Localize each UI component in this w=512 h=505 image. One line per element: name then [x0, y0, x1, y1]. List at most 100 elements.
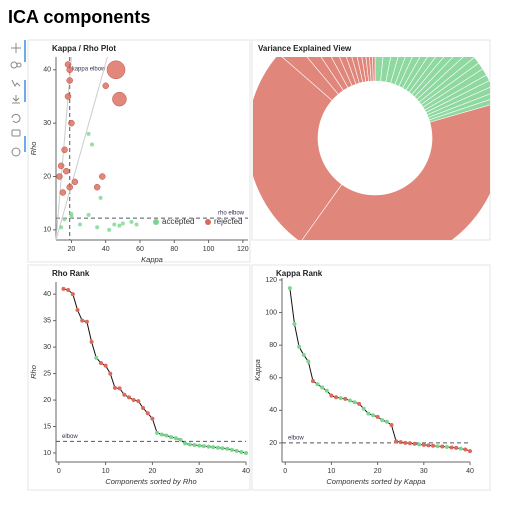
y-axis-label: Rho [29, 365, 38, 379]
point [66, 287, 71, 292]
slice [301, 104, 490, 240]
point [112, 91, 127, 107]
point [187, 442, 192, 447]
point [66, 183, 73, 191]
toolbar [10, 40, 26, 157]
x-axis-label: Kappa [141, 255, 163, 264]
point [183, 441, 188, 446]
guide-line [55, 56, 108, 241]
help-tool[interactable] [11, 147, 21, 157]
legend-swatch [153, 219, 159, 225]
point [68, 119, 75, 127]
point [61, 146, 68, 154]
y-axis-label: Kappa [253, 359, 262, 381]
zoom-tool[interactable] [16, 62, 22, 68]
point [106, 60, 126, 80]
point [229, 447, 234, 452]
point [398, 440, 403, 445]
point [57, 162, 65, 170]
point [454, 445, 459, 450]
point [361, 406, 366, 411]
save-tool[interactable] [12, 95, 20, 104]
point [112, 385, 117, 390]
point [347, 398, 352, 403]
point [84, 319, 89, 324]
point [334, 395, 339, 400]
point [234, 448, 239, 453]
point [141, 406, 146, 410]
x-tick-label: 60 [136, 246, 144, 253]
point [435, 444, 440, 449]
x-tick-label: 10 [328, 468, 336, 475]
point [62, 217, 67, 222]
x-tick-label: 40 [466, 468, 474, 475]
point [59, 189, 67, 196]
point [310, 379, 315, 384]
point [108, 371, 113, 376]
panel-frame [251, 264, 491, 491]
y-tick-label: 10 [43, 227, 51, 234]
point [117, 223, 122, 228]
point [164, 433, 169, 438]
pan-tool[interactable] [11, 43, 21, 53]
point [93, 183, 101, 191]
legend-label: accepted [162, 217, 194, 226]
y-tick-label: 40 [43, 67, 51, 74]
point [99, 173, 106, 180]
point [468, 449, 472, 454]
panel-frame [27, 39, 251, 263]
y-tick-label: 25 [43, 370, 51, 377]
x-tick-label: 30 [420, 468, 428, 475]
point [169, 435, 174, 440]
elbow-label: elbow [288, 436, 304, 442]
point [134, 222, 139, 227]
point [159, 432, 164, 437]
point [320, 385, 325, 390]
x-tick-label: 30 [195, 468, 203, 475]
point [69, 211, 74, 216]
point [89, 339, 94, 344]
x-tick-label: 40 [242, 468, 250, 475]
point [66, 77, 73, 84]
tap-tool[interactable] [11, 79, 21, 87]
point [98, 195, 103, 200]
x-tick-label: 120 [237, 246, 249, 253]
y-tick-label: 40 [269, 407, 277, 414]
point [90, 142, 94, 147]
y-tick-label: 20 [43, 173, 51, 180]
point [78, 222, 82, 227]
point [338, 396, 343, 401]
point [444, 445, 449, 450]
chart-title: Variance Explained View [258, 44, 352, 53]
point [287, 286, 292, 291]
point [120, 221, 125, 226]
point [102, 82, 109, 90]
y-tick-label: 60 [269, 375, 277, 382]
point [458, 446, 463, 451]
point [66, 66, 73, 74]
legend-swatch [205, 219, 211, 225]
point [80, 318, 85, 323]
point [129, 219, 134, 224]
slice [253, 57, 343, 240]
donut [253, 57, 490, 240]
point [206, 444, 211, 449]
point [301, 352, 306, 357]
hover-tool[interactable] [11, 129, 21, 137]
point [449, 445, 454, 450]
page-title: ICA components [8, 7, 150, 27]
x-tick-label: 80 [170, 246, 178, 253]
y-tick-label: 10 [43, 450, 51, 457]
y-tick-label: 100 [265, 309, 277, 316]
reset-tool[interactable] [11, 113, 21, 123]
point [107, 227, 112, 232]
point [297, 344, 302, 349]
x-tick-label: 100 [203, 246, 215, 253]
point [155, 430, 160, 435]
point [417, 442, 422, 447]
point [150, 416, 155, 421]
zoom-tool[interactable] [10, 61, 18, 69]
point [407, 441, 412, 446]
